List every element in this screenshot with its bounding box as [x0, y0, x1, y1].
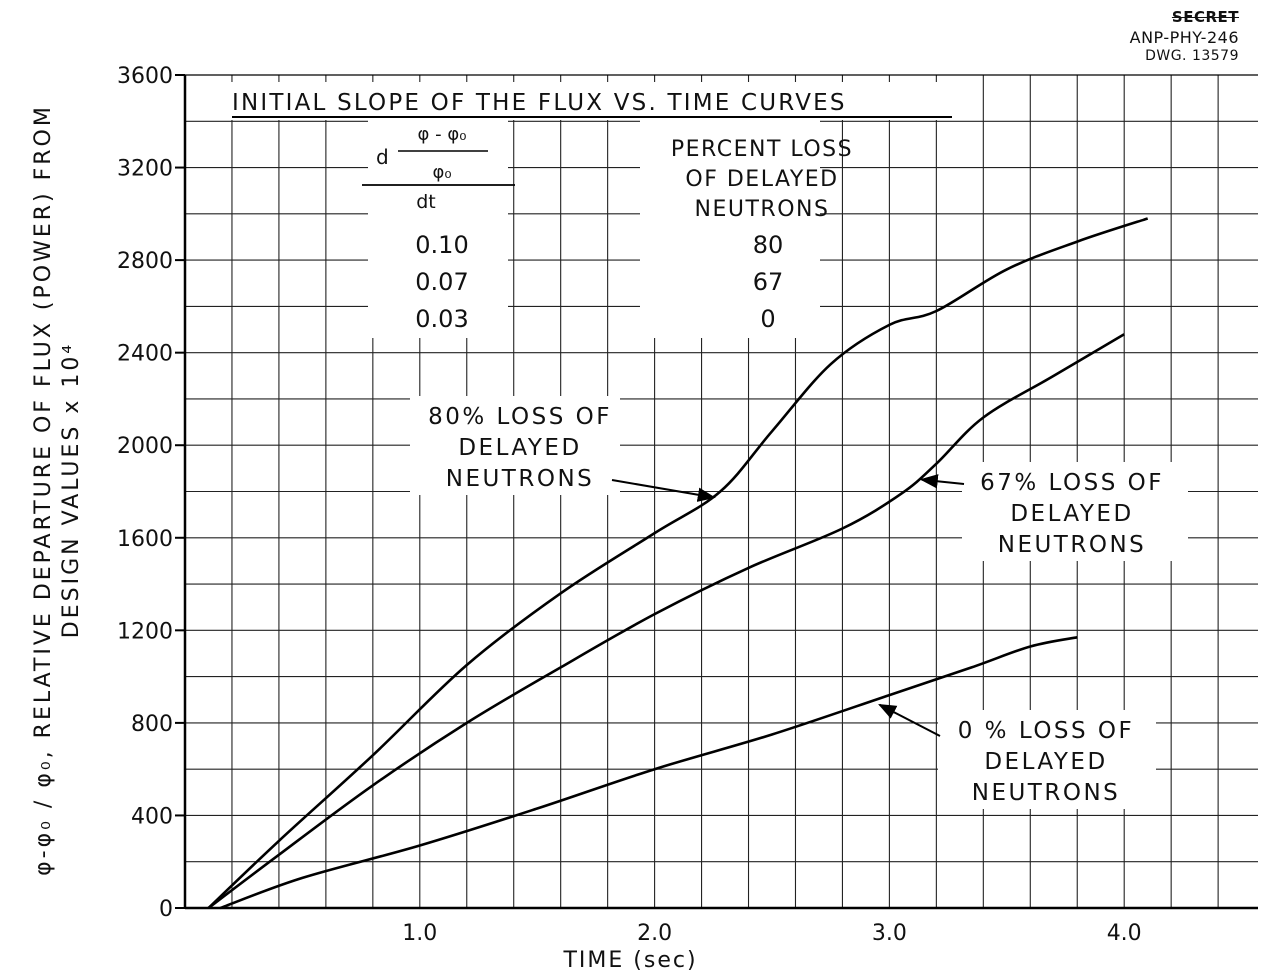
label-0-percent-bg [938, 710, 1156, 809]
classification-stamp: SECRET [1171, 8, 1239, 26]
y-tick-label: 1600 [117, 527, 173, 552]
label-67-percent-text: NEUTRONS [998, 532, 1147, 558]
inset-slope-value: 0.03 [415, 305, 468, 333]
y-tick-label: 400 [131, 804, 173, 829]
inset-loss-value: 67 [753, 268, 784, 296]
inset-col2-bg [640, 120, 820, 338]
y-tick-label: 2400 [117, 342, 173, 367]
curves [207, 217, 1149, 910]
inset-col2-header: PERCENT LOSS [671, 137, 853, 162]
x-tick-label: 2.0 [637, 921, 672, 946]
y-tick-label: 800 [131, 712, 173, 737]
inset-col1-dt: dt [416, 191, 436, 213]
inset-col1-bg [368, 120, 508, 338]
y-tick-label: 3200 [117, 157, 173, 182]
label-0-percent-text: DELAYED [984, 749, 1107, 775]
x-tick-label: 3.0 [872, 921, 907, 946]
arrow-0-percent [878, 703, 941, 737]
inset-col2-header: OF DELAYED [685, 167, 838, 192]
report-id: ANP-PHY-246 [1129, 28, 1239, 47]
inset-col1-numerator: φ - φ₀ [418, 124, 467, 145]
arrow-80-percent [611, 479, 716, 502]
label-67-percent-bg [962, 462, 1188, 561]
label-0-percent-text: 0 % LOSS OF [958, 718, 1135, 744]
arrow-67-percent [919, 474, 965, 489]
label-0-percent-text: NEUTRONS [972, 780, 1121, 806]
label-80-percent-text: 80% LOSS OF [428, 404, 612, 430]
label-67-percent-text: 67% LOSS OF [980, 470, 1164, 496]
label-80-percent-bg [410, 396, 620, 495]
inset-col1-d: d [376, 145, 389, 169]
label-80-percent-text: NEUTRONS [446, 466, 595, 492]
inset-col1-denominator: φ₀ [432, 162, 451, 183]
inset-loss-value: 80 [753, 231, 784, 259]
inset-loss-value: 0 [760, 305, 775, 333]
y-axis-label-line1: RELATIVE DEPARTURE OF FLUX (POWER) FROM [31, 104, 56, 739]
y-tick-label: 1200 [117, 619, 173, 644]
curve-67-percent-loss [207, 333, 1125, 910]
y-tick-label: 2800 [117, 249, 173, 274]
x-axis-label: TIME (sec) [563, 948, 698, 973]
y-axis-formula: φ-φ₀ / φ₀ [31, 758, 56, 876]
x-tick-label: 4.0 [1107, 921, 1142, 946]
curve-annotations: 80% LOSS OF DELAYED NEUTRONS 67% LOSS OF DEL… [410, 396, 1188, 809]
y-axis-label-line2: DESIGN VALUES x 10⁴ [59, 341, 84, 639]
inset-title: INITIAL SLOPE OF THE FLUX VS. TIME CURVE… [232, 90, 847, 116]
inset-title-bg [228, 82, 953, 120]
inset-col2-header: NEUTRONS [695, 197, 830, 222]
label-80-percent-text: DELAYED [458, 435, 581, 461]
inset-table: INITIAL SLOPE OF THE FLUX VS. TIME CURVE… [228, 82, 953, 338]
curve-80-percent-loss [207, 217, 1149, 909]
x-tick-label: 1.0 [402, 921, 437, 946]
inset-slope-value: 0.10 [415, 231, 468, 259]
curve-0-percent-loss [219, 636, 1078, 910]
chart-axes [183, 74, 1258, 910]
inset-slope-value: 0.07 [415, 268, 468, 296]
y-tick-label: 0 [159, 897, 173, 922]
drawing-number: DWG. 13579 [1145, 48, 1239, 64]
label-67-percent-text: DELAYED [1010, 501, 1133, 527]
y-tick-label: 2000 [117, 434, 173, 459]
y-tick-label: 3600 [117, 64, 173, 89]
